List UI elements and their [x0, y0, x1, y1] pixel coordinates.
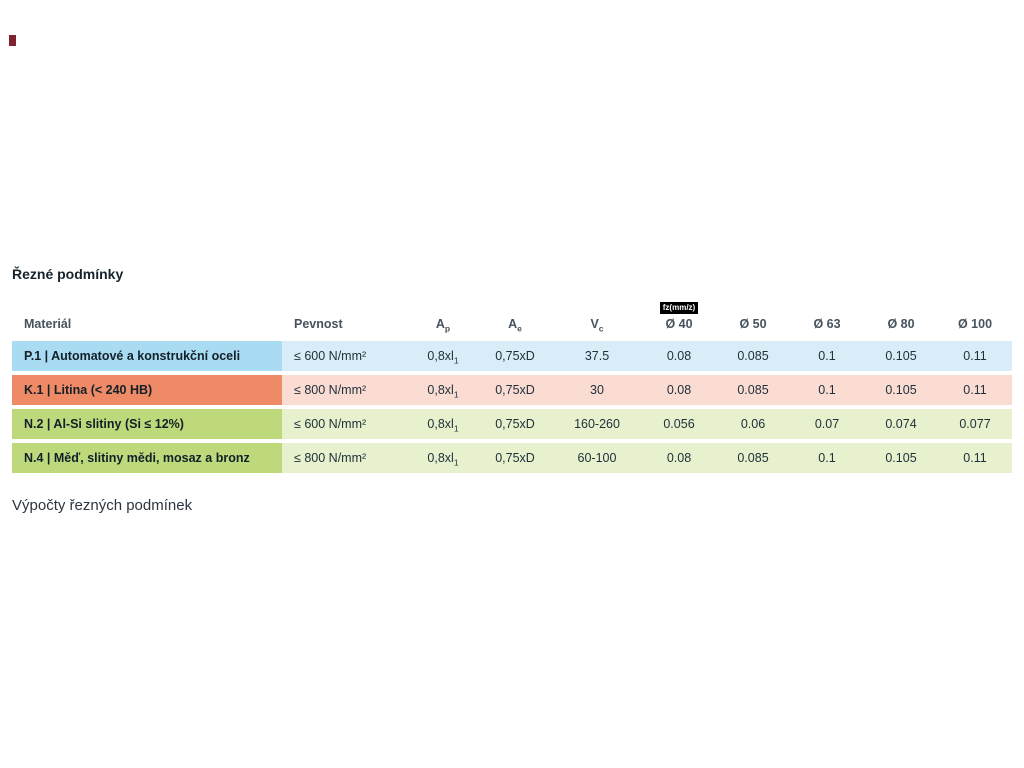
table-row: P.1 | Automatové a konstrukční oceli ≤ 6… — [12, 341, 1012, 371]
fz-d100-cell: 0.077 — [938, 409, 1012, 439]
header-vc-sub: c — [598, 323, 604, 334]
header-pevnost: Pevnost — [294, 317, 343, 331]
header-material: Materiál — [24, 317, 72, 331]
table-row: N.2 | Al-Si slitiny (Si ≤ 12%) ≤ 600 N/m… — [12, 409, 1012, 439]
header-vc-base: V — [590, 317, 599, 331]
fz-d80-cell: 0.074 — [864, 409, 938, 439]
fz-d50-cell: 0.085 — [716, 443, 790, 473]
vc-cell: 37.5 — [552, 341, 642, 371]
fz-d63-cell: 0.1 — [790, 443, 864, 473]
header-ap-base: A — [435, 317, 445, 331]
header-ap: Ap — [408, 302, 478, 337]
fz-d80-cell: 0.105 — [864, 443, 938, 473]
fz-d63-cell: 0.07 — [790, 409, 864, 439]
material-cell: N.2 | Al-Si slitiny (Si ≤ 12%) — [12, 409, 282, 439]
fz-d80-cell: 0.105 — [864, 341, 938, 371]
ae-cell: 0,75xD — [478, 375, 552, 405]
fz-d40-cell: 0.056 — [642, 409, 716, 439]
table-header: Materiál Pevnost Ap Ae Vc fz(mm/z) Ø 40 … — [12, 302, 1012, 337]
ap-cell: 0,8xl1 — [408, 443, 478, 473]
header-d40: fz(mm/z) Ø 40 — [642, 302, 716, 337]
header-d40-label: Ø 40 — [665, 317, 693, 331]
header-vc: Vc — [552, 302, 642, 337]
fz-d63-cell: 0.1 — [790, 375, 864, 405]
fz-d40-cell: 0.08 — [642, 341, 716, 371]
header-ap-sub: p — [444, 323, 451, 334]
fz-d50-cell: 0.06 — [716, 409, 790, 439]
header-d63: Ø 63 — [813, 317, 841, 331]
ae-cell: 0,75xD — [478, 341, 552, 371]
header-ae-base: A — [508, 317, 518, 331]
header-ae: Ae — [478, 302, 552, 337]
ae-cell: 0,75xD — [478, 443, 552, 473]
section-title: Řezné podmínky — [12, 266, 124, 282]
fz-d100-cell: 0.11 — [938, 341, 1012, 371]
table-row: K.1 | Litina (< 240 HB) ≤ 800 N/mm² 0,8x… — [12, 375, 1012, 405]
fz-d100-cell: 0.11 — [938, 375, 1012, 405]
fz-d100-cell: 0.11 — [938, 443, 1012, 473]
corner-mark — [9, 35, 16, 46]
header-d100: Ø 100 — [957, 317, 993, 331]
table-row: N.4 | Měď, slitiny mědi, mosaz a bronz ≤… — [12, 443, 1012, 473]
ap-cell: 0,8xl1 — [408, 375, 478, 405]
material-cell: P.1 | Automatové a konstrukční oceli — [12, 341, 282, 371]
cutting-conditions-section: Řezné podmínky Materiál Pevnost Ap — [12, 266, 1012, 514]
fz-d40-cell: 0.08 — [642, 375, 716, 405]
vc-cell: 60-100 — [552, 443, 642, 473]
vc-cell: 160-260 — [552, 409, 642, 439]
cutting-conditions-table: Materiál Pevnost Ap Ae Vc fz(mm/z) Ø 40 … — [12, 298, 1012, 477]
material-cell: N.4 | Měď, slitiny mědi, mosaz a bronz — [12, 443, 282, 473]
ae-cell: 0,75xD — [478, 409, 552, 439]
footer-text: Výpočty řezných podmínek — [12, 497, 193, 514]
header-row: Materiál Pevnost Ap Ae Vc fz(mm/z) Ø 40 … — [12, 302, 1012, 337]
pevnost-cell: ≤ 800 N/mm² — [282, 443, 408, 473]
fz-d50-cell: 0.085 — [716, 375, 790, 405]
header-d50: Ø 50 — [739, 317, 767, 331]
header-ae-sub: e — [517, 323, 522, 334]
fz-d63-cell: 0.1 — [790, 341, 864, 371]
material-cell: K.1 | Litina (< 240 HB) — [12, 375, 282, 405]
ap-cell: 0,8xl1 — [408, 409, 478, 439]
ap-cell: 0,8xl1 — [408, 341, 478, 371]
pevnost-cell: ≤ 600 N/mm² — [282, 409, 408, 439]
fz-d50-cell: 0.085 — [716, 341, 790, 371]
table-body: P.1 | Automatové a konstrukční oceli ≤ 6… — [12, 341, 1012, 473]
fz-d40-cell: 0.08 — [642, 443, 716, 473]
pevnost-cell: ≤ 600 N/mm² — [282, 341, 408, 371]
pevnost-cell: ≤ 800 N/mm² — [282, 375, 408, 405]
header-d80: Ø 80 — [887, 317, 915, 331]
fz-d80-cell: 0.105 — [864, 375, 938, 405]
fz-unit-badge: fz(mm/z) — [659, 302, 699, 314]
vc-cell: 30 — [552, 375, 642, 405]
